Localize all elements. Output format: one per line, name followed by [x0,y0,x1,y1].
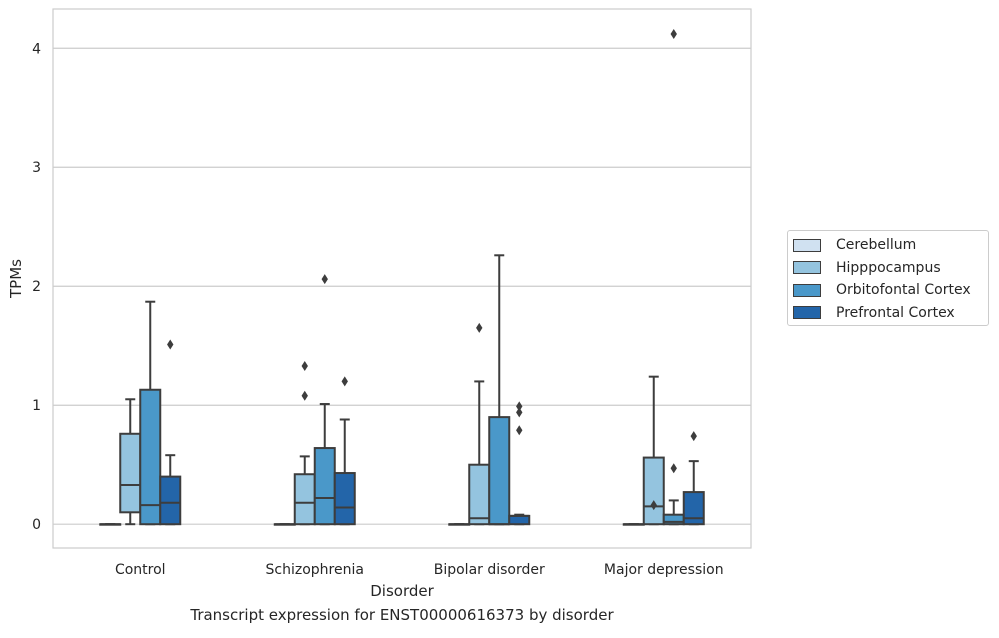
box-orbitofontal-cortex [488,254,511,526]
outlier-point [301,360,308,371]
box-cerebellum [448,523,471,526]
box-prefrontal-cortex [508,401,531,526]
iqr-box [119,432,142,514]
y-tick-label: 1 [32,398,41,414]
box-hipppocampus [468,322,491,526]
y-tick-label: 0 [32,517,41,533]
iqr-box [159,475,182,526]
x-tick-label: Bipolar disorder [434,562,545,578]
outlier-point [341,376,348,387]
x-tick-label: Control [115,562,166,578]
x-tick-label: Schizophrenia [266,562,364,578]
iqr-box [642,456,665,526]
legend-item: Orbitofontal Cortex [793,280,971,300]
box-orbitofontal-cortex [313,274,336,526]
outlier-point [650,500,657,511]
box-orbitofontal-cortex [662,28,685,526]
y-tick-label: 2 [32,279,41,295]
legend-label: Hipppocampus [836,259,941,276]
y-axis-label: TPMs [7,259,25,299]
box-cerebellum [622,523,645,526]
legend-swatch [793,261,821,274]
outlier-point [516,401,523,412]
box-prefrontal-cortex [159,339,182,526]
box-hipppocampus [119,398,142,526]
iqr-box [139,388,162,526]
outlier-point [167,339,174,350]
figure-caption: Transcript expression for ENST0000061637… [190,606,614,624]
outlier-point [690,431,697,442]
legend-label: Prefrontal Cortex [836,304,955,321]
outlier-point [670,28,677,39]
outlier-point [476,322,483,333]
legend-swatch [793,283,821,297]
legend-item: Hipppocampus [793,258,941,278]
outlier-point [516,407,523,418]
legend-label: Cerebellum [836,237,917,253]
iqr-box [293,473,316,526]
plot-frame [52,8,752,549]
legend-swatch [793,306,821,319]
iqr-box [333,472,356,526]
box-hipppocampus [293,360,316,526]
outlier-point [670,463,677,474]
outlier-point [516,425,523,436]
box-series [99,28,705,526]
box-cerebellum [99,523,122,526]
iqr-box [682,491,705,526]
box-prefrontal-cortex [682,431,705,526]
iqr-box [313,447,336,526]
outlier-point [321,274,328,285]
legend-swatch [793,238,821,252]
legend-item: Prefrontal Cortex [793,303,955,323]
iqr-box [468,463,491,526]
y-tick-label: 4 [32,41,41,57]
legend-label: Orbitofontal Cortex [836,282,971,298]
legend: Cerebellum Hipppocampus Orbitofontal Corte… [787,230,989,326]
y-tick-label: 3 [32,160,41,176]
box-orbitofontal-cortex [139,300,162,526]
box-hipppocampus [642,375,665,526]
outlier-point [301,390,308,401]
iqr-box [508,514,531,526]
box-cerebellum [273,523,296,526]
x-axis-label: Disorder [370,582,434,600]
legend-item: Cerebellum [793,235,916,255]
box-prefrontal-cortex [333,376,356,526]
iqr-box [488,416,511,526]
x-tick-label: Major depression [604,562,724,578]
axes: 0 1 2 3 4 Control Schizophrenia Bipolar disorde… [7,41,724,600]
